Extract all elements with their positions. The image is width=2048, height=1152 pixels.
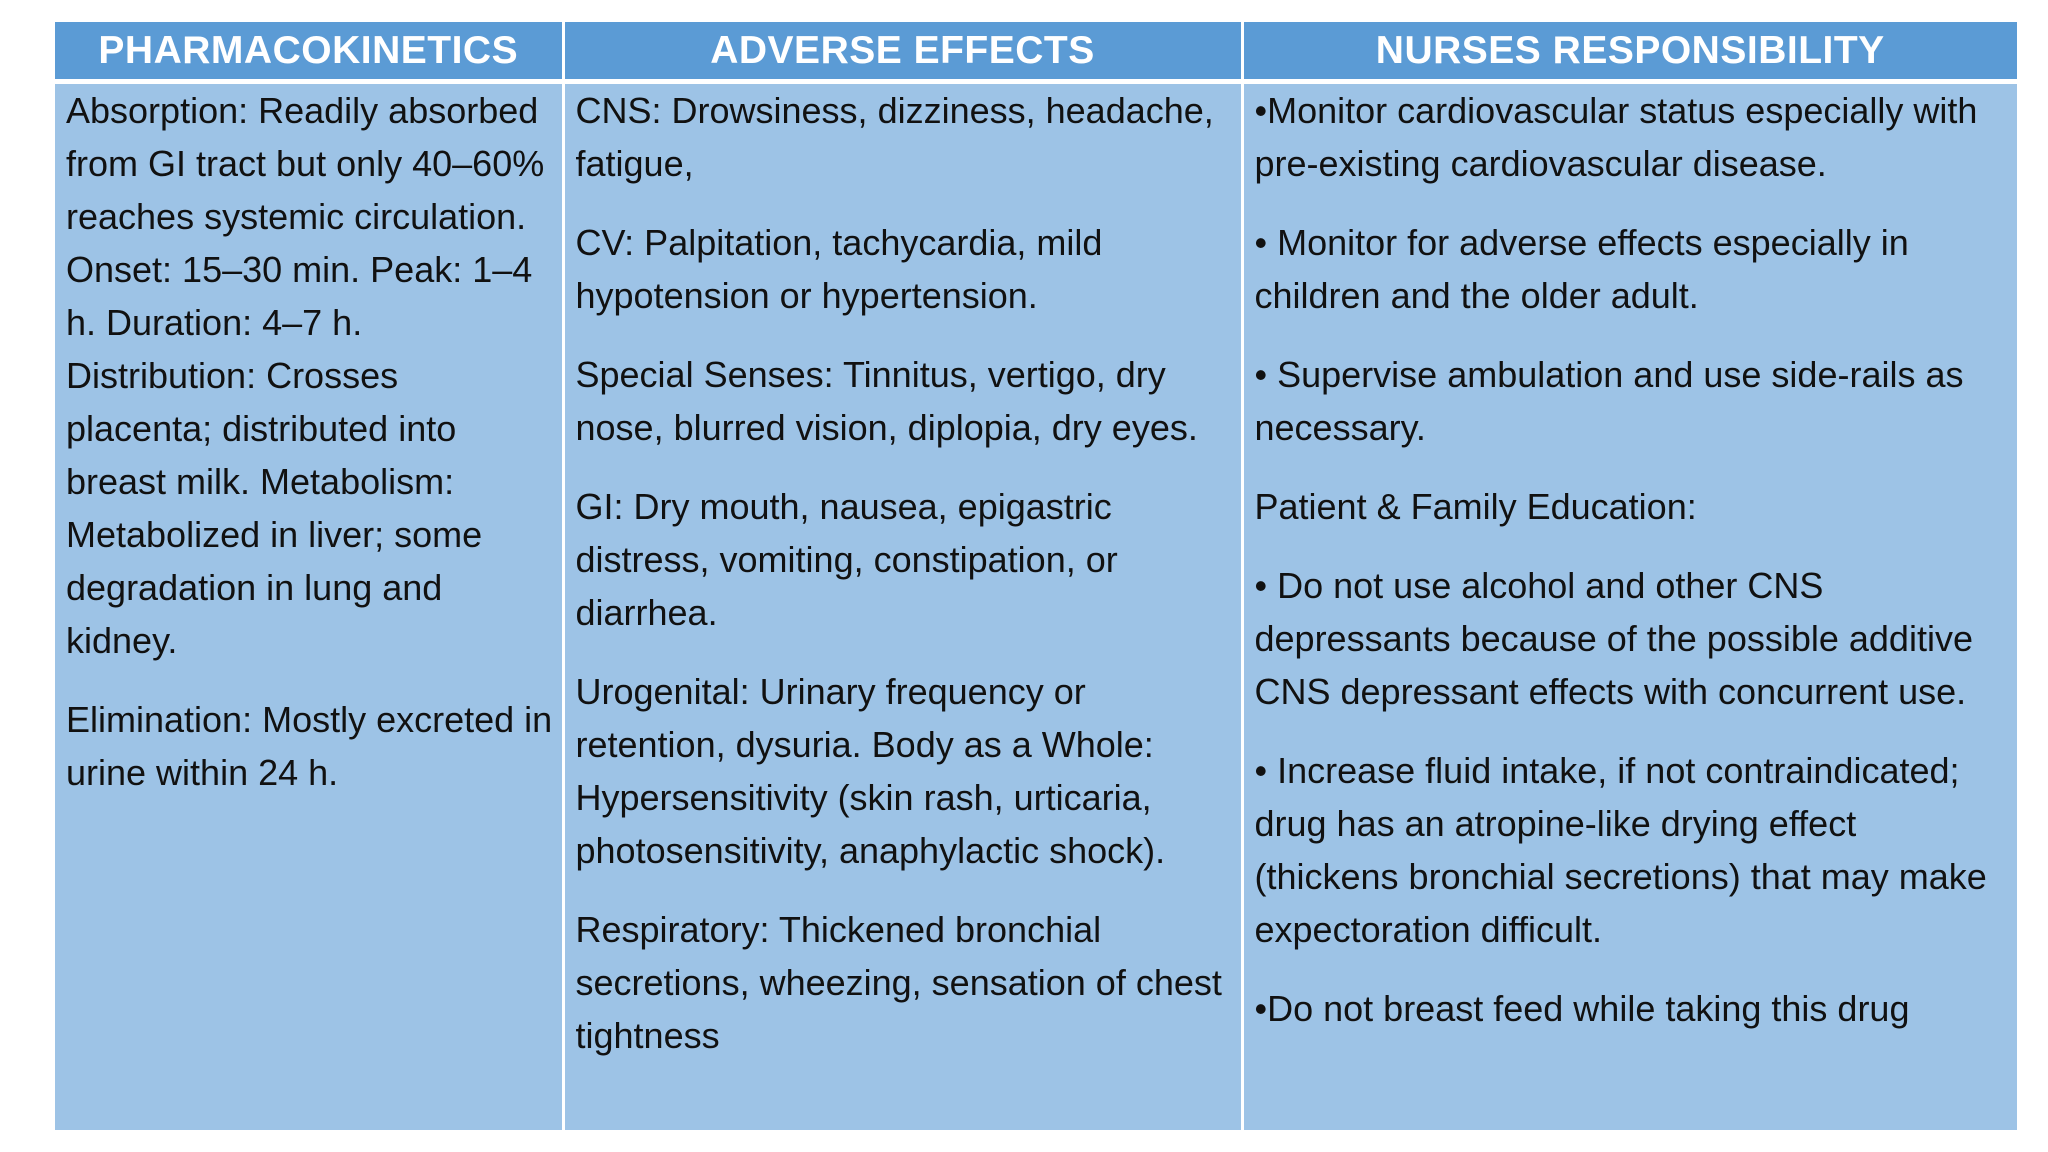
ae-special-senses-paragraph: Special Senses: Tinnitus, vertigo, dry n… bbox=[575, 354, 1198, 448]
ae-cv-paragraph: CV: Palpitation, tachycardia, mild hypot… bbox=[575, 222, 1103, 316]
nr-supervise-ambulation: • Supervise ambulation and use side-rail… bbox=[1254, 354, 1964, 448]
ae-respiratory-paragraph: Respiratory: Thickened bronchial secreti… bbox=[575, 909, 1222, 1056]
table-body-row: Absorption: Readily absorbed from GI tra… bbox=[55, 81, 2017, 1130]
ae-cns-paragraph: CNS: Drowsiness, dizziness, headache, fa… bbox=[575, 90, 1214, 184]
header-nurses-responsibility: NURSES RESPONSIBILITY bbox=[1242, 22, 2017, 84]
drug-info-table: PHARMACOKINETICS ADVERSE EFFECTS NURSES … bbox=[55, 22, 2017, 1130]
nr-patient-education-heading: Patient & Family Education: bbox=[1254, 486, 1697, 527]
adverse-effects-cell: CNS: Drowsiness, dizziness, headache, fa… bbox=[563, 81, 1244, 1130]
nurses-responsibility-cell: •Monitor cardiovascular status especiall… bbox=[1242, 81, 2017, 1130]
header-adverse-effects: ADVERSE EFFECTS bbox=[563, 22, 1244, 84]
table-header-row: PHARMACOKINETICS ADVERSE EFFECTS NURSES … bbox=[55, 22, 2017, 84]
nr-monitor-adverse-effects: • Monitor for adverse effects especially… bbox=[1254, 222, 1909, 316]
header-pharmacokinetics: PHARMACOKINETICS bbox=[55, 22, 565, 84]
nr-monitor-cardiovascular: •Monitor cardiovascular status especiall… bbox=[1254, 90, 1978, 184]
nr-no-alcohol: • Do not use alcohol and other CNS depre… bbox=[1254, 565, 1973, 712]
pk-absorption-paragraph: Absorption: Readily absorbed from GI tra… bbox=[66, 90, 545, 661]
pharmacokinetics-cell: Absorption: Readily absorbed from GI tra… bbox=[55, 81, 565, 1130]
ae-gi-paragraph: GI: Dry mouth, nausea, epigastric distre… bbox=[575, 486, 1118, 633]
nr-no-breast-feed: •Do not breast feed while taking this dr… bbox=[1254, 988, 1910, 1029]
nr-increase-fluid: • Increase fluid intake, if not contrain… bbox=[1254, 750, 1987, 950]
ae-urogenital-paragraph: Urogenital: Urinary frequency or retenti… bbox=[575, 671, 1166, 871]
pk-elimination-paragraph: Elimination: Mostly excreted in urine wi… bbox=[66, 699, 553, 793]
